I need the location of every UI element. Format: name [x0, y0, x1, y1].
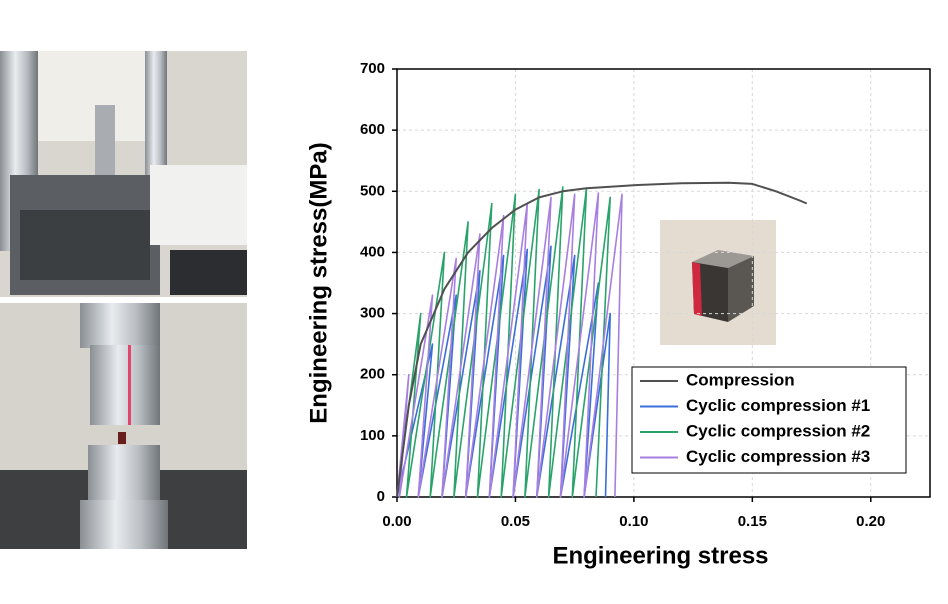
plot-frame	[396, 68, 931, 498]
photo-machine	[0, 51, 247, 297]
series-line	[396, 181, 808, 498]
legend-label: Cyclic compression #1	[686, 396, 870, 415]
series-line	[396, 192, 623, 498]
x-axis-label: Engineering stress	[552, 542, 768, 569]
x-tick-label: 0.20	[856, 513, 885, 530]
y-tick-label: 0	[377, 488, 385, 505]
y-tick-label: 400	[360, 243, 385, 260]
legend-label: Compression	[686, 370, 795, 389]
x-tick-label: 0.10	[619, 513, 648, 530]
legend-box	[631, 366, 907, 474]
y-tick-label: 600	[360, 121, 385, 138]
y-tick-label: 300	[360, 305, 385, 322]
x-tick-label: 0.05	[501, 513, 530, 530]
x-tick-label: 0.00	[382, 513, 411, 530]
legend-label: Cyclic compression #3	[686, 447, 870, 466]
y-tick-label: 500	[360, 182, 385, 199]
y-tick-label: 100	[360, 427, 385, 444]
y-tick-label: 200	[360, 366, 385, 383]
inset-photo	[660, 220, 776, 345]
y-axis-label: Engineering stress(MPa)	[305, 142, 332, 423]
series-line	[396, 245, 611, 498]
x-tick-label: 0.15	[738, 513, 767, 530]
photo-fixture	[0, 303, 247, 549]
legend-label: Cyclic compression #2	[686, 421, 870, 440]
y-tick-label: 700	[360, 60, 385, 77]
